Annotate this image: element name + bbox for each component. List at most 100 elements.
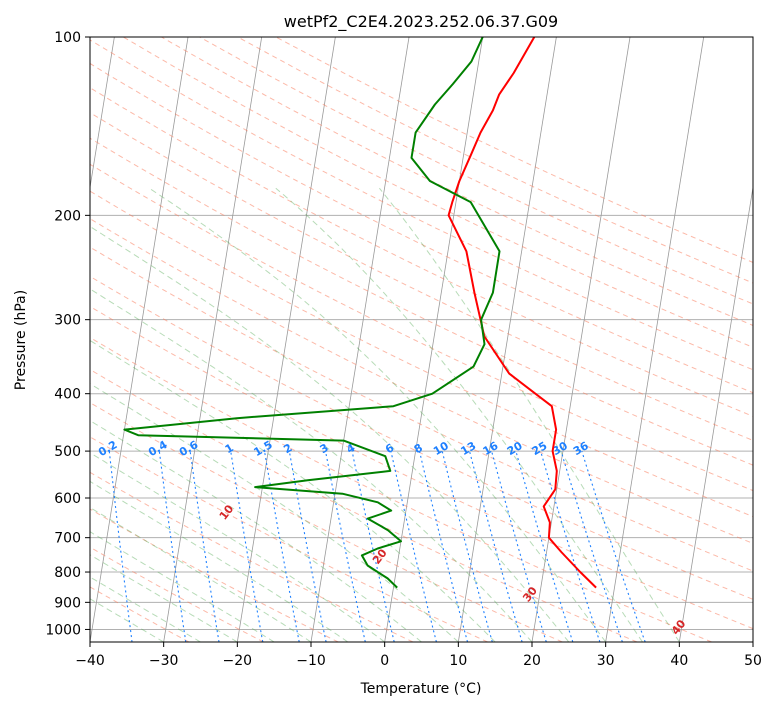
moist-adiabat-line [90, 531, 275, 642]
y-axis-label: Pressure (hPa) [13, 290, 29, 390]
y-tick-label: 600 [54, 491, 81, 507]
mixing-ratio-label: 25 [530, 439, 550, 458]
isotherm-line [678, 184, 753, 642]
moist-adiabat-line [90, 598, 164, 642]
dry-adiabat-line [90, 546, 264, 642]
moist-adiabat-line [90, 506, 312, 642]
moist-adiabat-line [90, 576, 201, 642]
mixing-ratio-line [560, 450, 623, 642]
isotherm-line [236, 37, 336, 642]
mixing-ratio-label: 6 [383, 441, 396, 456]
x-tick-label: 20 [523, 653, 541, 669]
moist-adiabat-line [90, 452, 385, 642]
mixing-ratio-line [468, 450, 523, 642]
mixing-ratio-line [351, 450, 395, 642]
dry-adiabat-line [90, 112, 753, 441]
y-tick-label: 300 [54, 313, 81, 329]
mixing-ratio-line [515, 450, 574, 642]
dry-adiabat-line [90, 163, 753, 492]
dry-adiabat-line [90, 471, 414, 642]
dry-adiabat-label: 10 [217, 502, 237, 522]
moist-adiabat-line [275, 187, 643, 642]
isotherm-line [605, 37, 705, 642]
dry-adiabat-label: 20 [370, 546, 390, 566]
y-tick-label: 900 [54, 595, 81, 611]
moist-adiabat-line [90, 339, 496, 642]
x-tick-label: −20 [223, 653, 253, 669]
mixing-ratio-label: 2 [281, 441, 294, 456]
temperature-profile [447, 37, 597, 589]
dry-adiabat-line [90, 246, 753, 572]
mixing-ratio-line [441, 450, 493, 642]
y-axis: 100 200 300 400 500 600 700 800 900 1000 [45, 30, 90, 638]
dry-adiabat-line [90, 305, 753, 630]
dry-adiabat-line [199, 37, 753, 305]
mixing-ratio-label: 8 [412, 441, 425, 456]
mixing-ratio-line [418, 450, 469, 642]
isotherm-line [752, 639, 753, 642]
dry-adiabat-line [90, 190, 753, 518]
y-tick-label: 800 [54, 565, 81, 581]
x-tick-label: 50 [744, 653, 762, 669]
x-tick-label: −10 [296, 653, 326, 669]
x-tick-label: 0 [380, 653, 389, 669]
mixing-ratio-label: 13 [459, 439, 479, 458]
dry-adiabat-line [90, 39, 753, 371]
mixing-ratio-line [491, 450, 547, 642]
mixing-ratio-line [108, 451, 133, 642]
mixing-ratio-line [158, 451, 187, 642]
background-lines [90, 37, 753, 642]
mixing-ratio-label: 1 [223, 441, 236, 456]
dry-adiabat-line [90, 336, 712, 642]
plot-frame [89, 36, 754, 643]
chart-title: wetPf2_C2E4.2023.252.06.37.G09 [284, 12, 558, 32]
y-tick-label: 700 [54, 531, 81, 547]
moist-adiabat-line [90, 288, 533, 642]
y-tick-label: 200 [54, 208, 81, 224]
y-tick-label: 100 [54, 30, 81, 46]
isotherm-line [90, 37, 115, 190]
dry-adiabat-line [275, 37, 753, 263]
x-tick-label: 10 [449, 653, 467, 669]
mixing-ratio-label: 16 [481, 439, 501, 458]
dry-adiabat-line [90, 402, 563, 642]
mixing-ratio-labels: 0.1 0.2 0.4 0.6 1 1.5 2 3 4 6 8 10 13 16 20 25 30 36 [96, 438, 591, 459]
mixing-ratio-label: 36 [571, 439, 591, 458]
isotherm-line [90, 37, 189, 642]
x-tick-label: 30 [597, 653, 615, 669]
mixing-ratio-line [288, 451, 327, 642]
isotherm-line [457, 37, 557, 642]
isotherm-line [384, 37, 484, 642]
x-axis: −40 −30 −20 −10 0 10 20 30 40 50 [75, 642, 762, 669]
moist-adiabat-line [90, 554, 238, 642]
mixing-ratio-line [390, 450, 437, 642]
dewpoint-profile [123, 37, 501, 589]
isotherm-line [163, 37, 263, 642]
dry-adiabat-line [90, 137, 753, 466]
mixing-ratio-line [230, 451, 264, 642]
mixing-ratio-line [189, 451, 220, 642]
dry-adiabat-line [90, 87, 753, 417]
dry-adiabat-line [90, 436, 488, 642]
mixing-ratio-line [263, 451, 300, 642]
dry-adiabat-line [123, 37, 753, 348]
mixing-ratio-label: 0.2 [96, 438, 119, 459]
x-tick-label: 40 [670, 653, 688, 669]
x-tick-label: −30 [149, 653, 179, 669]
dry-adiabat-line [90, 62, 753, 394]
mixing-ratio-line [324, 450, 366, 642]
dry-adiabat-label: 40 [669, 617, 689, 637]
dry-adiabat-label: -10 [0, 439, 6, 463]
mixing-ratio-label: 0.6 [177, 438, 201, 459]
y-tick-label: 1000 [45, 622, 81, 638]
isotherm-line [531, 37, 631, 642]
moist-adiabat-line [90, 383, 459, 642]
mixing-ratio-line [581, 450, 646, 642]
mixing-ratio-label: 20 [505, 439, 525, 458]
dry-adiabat-line [90, 508, 339, 642]
dry-adiabat-line [90, 218, 753, 544]
profile-lines [123, 37, 597, 589]
moist-adiabat-line [379, 187, 680, 642]
